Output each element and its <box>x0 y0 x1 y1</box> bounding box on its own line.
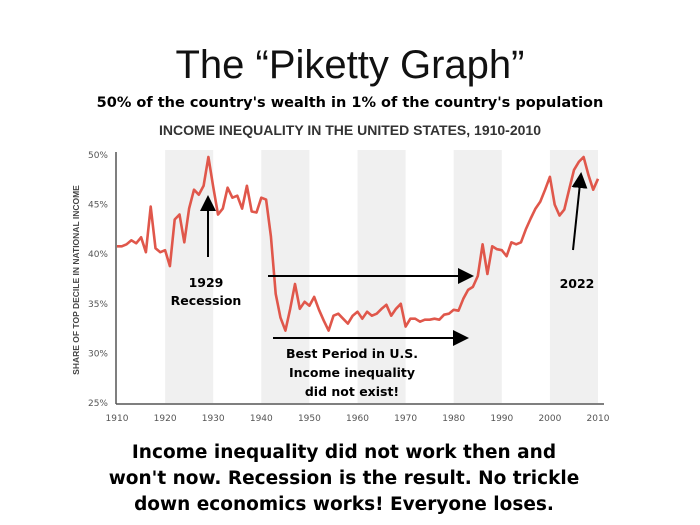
year-2022-label: 2022 <box>560 276 595 291</box>
y-tick-label: 25% <box>88 399 108 409</box>
y-tick-label: 45% <box>88 201 108 211</box>
x-tick-label: 2010 <box>587 414 610 424</box>
x-tick-label: 1980 <box>442 414 465 424</box>
y-tick-label: 40% <box>88 250 108 260</box>
series-line <box>117 155 600 332</box>
recession-label: Recession <box>171 293 242 308</box>
y-tick-label: 35% <box>88 300 108 310</box>
footer-line-1: Income inequality did not work then and <box>132 442 556 463</box>
best-period-line-1: Best Period in U.S. <box>286 346 418 361</box>
page-subtitle: 50% of the country's wealth in 1% of the… <box>97 95 604 111</box>
y-axis-label: SHARE OF TOP DECILE IN NATIONAL INCOME <box>71 185 81 375</box>
recession-year: 1929 <box>189 275 224 290</box>
chart-title: INCOME INEQUALITY IN THE UNITED STATES, … <box>159 122 541 138</box>
x-tick-label: 1920 <box>154 414 177 424</box>
shaded-decade <box>549 150 598 403</box>
shaded-decade <box>165 150 214 403</box>
footer-line-2: won't now. Recession is the result. No t… <box>109 468 580 489</box>
x-tick-label: 1970 <box>394 414 417 424</box>
x-tick-label: 1950 <box>298 414 321 424</box>
y-tick-label: 50% <box>88 151 108 161</box>
page-title: The “Piketty Graph” <box>175 43 524 87</box>
x-tick-label: 1940 <box>250 414 273 424</box>
best-period-line-2: Income inequality <box>289 365 415 380</box>
year-2022-arrow <box>571 172 588 251</box>
x-tick-label: 1910 <box>106 414 129 424</box>
x-tick-label: 1930 <box>202 414 225 424</box>
y-tick-label: 30% <box>88 349 108 359</box>
x-tick-label: 2000 <box>538 414 561 424</box>
x-tick-label: 1990 <box>490 414 513 424</box>
x-tick-label: 1960 <box>346 414 369 424</box>
best-period-line-3: did not exist! <box>305 384 399 399</box>
footer-line-3: down economics works! Everyone loses. <box>134 494 554 515</box>
